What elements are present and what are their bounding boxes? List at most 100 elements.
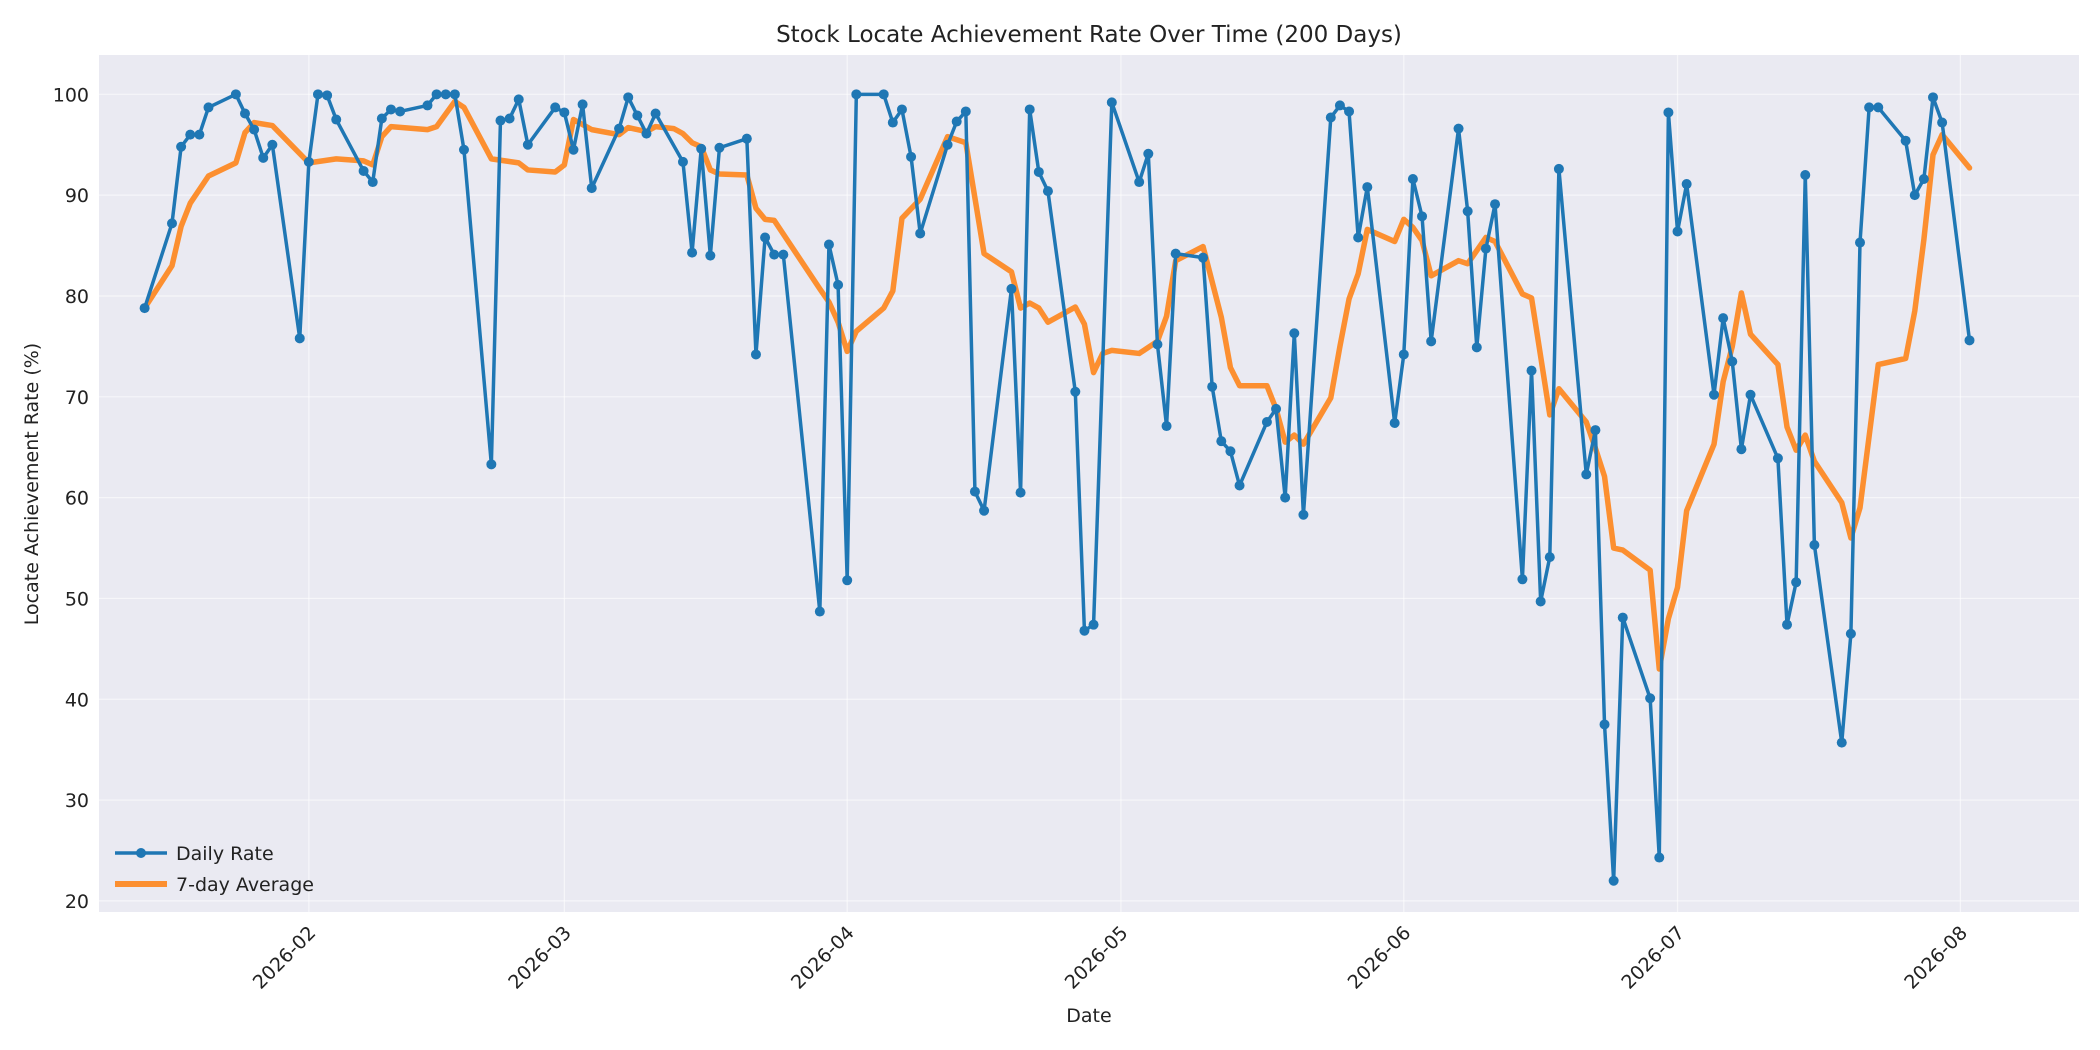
x-tick-label: 2026-02 [249,922,321,994]
plot-area [99,55,2079,912]
daily-point [833,279,844,290]
legend-label-average: 7-day Average [176,874,314,896]
daily-point [750,349,761,360]
daily-point [139,303,150,314]
daily-point [887,117,898,128]
daily-point [1900,135,1911,146]
daily-point [1079,625,1090,636]
daily-point [1106,97,1117,108]
daily-point [1353,232,1364,243]
daily-point [1271,403,1282,414]
daily-point [586,183,597,194]
daily-point [559,107,570,118]
daily-point [166,218,177,229]
daily-point [440,89,451,100]
daily-point [1800,169,1811,180]
daily-point [1681,179,1692,190]
daily-point [1033,166,1044,177]
daily-point [203,102,214,113]
chart-title: Stock Locate Achievement Rate Over Time … [776,22,1402,48]
x-tick-label: 2026-08 [1900,922,1972,994]
daily-point [550,102,561,113]
daily-point [1298,509,1309,520]
y-tick-label: 30 [65,790,89,812]
daily-point [1964,335,1975,346]
daily-point [367,177,378,188]
daily-point [878,89,889,100]
daily-point [513,94,524,105]
daily-point [677,156,688,167]
daily-point [458,144,469,155]
x-axis-ticks: 2026-02 2026-03 2026-04 2026-05 2026-06 2026-… [249,922,1972,994]
daily-point [1709,389,1720,400]
daily-point [1864,102,1875,113]
x-axis-label: Date [1066,1005,1111,1027]
daily-point [1928,92,1939,103]
daily-point [1909,190,1920,201]
daily-point [769,249,780,260]
daily-point [522,139,533,150]
avg-series-line [141,98,1973,672]
daily-point [741,133,752,144]
daily-point [376,113,387,124]
daily-point [1334,100,1345,111]
daily-point [1161,421,1172,432]
daily-point [1873,102,1884,113]
daily-point [650,108,661,119]
legend-label-daily: Daily Rate [176,843,274,865]
daily-point [1134,177,1145,188]
x-tick-label: 2026-06 [1344,922,1416,994]
daily-point [979,505,990,516]
daily-point [641,128,652,139]
x-tick-label: 2026-04 [787,922,859,994]
daily-point [1417,211,1428,222]
daily-point [322,90,333,101]
daily-point [969,486,980,497]
daily-point [239,108,250,119]
daily-point [1280,492,1291,503]
daily-point [696,143,707,154]
daily-point [1407,174,1418,185]
daily-point [1617,612,1628,623]
daily-point [1207,381,1218,392]
legend-marker-daily [136,848,146,858]
daily-point [568,144,579,155]
daily-point [842,575,853,586]
daily-point [823,239,834,250]
daily-point [1453,123,1464,134]
daily-point [1462,206,1473,217]
daily-point [705,250,716,261]
daily-point [1234,480,1245,491]
daily-point [303,156,314,167]
daily-point [331,114,342,125]
daily-point [486,459,497,470]
avg-series-layer [141,98,1973,672]
daily-point [915,228,926,239]
daily-point [1362,182,1373,193]
daily-point [1480,243,1491,254]
y-tick-label: 100 [53,84,89,106]
daily-point [1937,117,1948,128]
daily-point [814,606,825,617]
daily-point [1526,365,1537,376]
daily-point [851,89,862,100]
daily-point [1745,389,1756,400]
daily-point [951,116,962,127]
daily-point [896,104,907,115]
daily-point [1471,342,1482,353]
daily-point [1845,628,1856,639]
daily-point [1015,487,1026,498]
daily-point [1198,252,1209,263]
daily-point [249,124,260,135]
daily-point [942,139,953,150]
daily-point [504,113,515,124]
x-tick-label: 2026-05 [1061,922,1133,994]
daily-point [358,165,369,176]
daily-point [1344,106,1355,117]
daily-point [1170,248,1181,259]
grid-lines [99,55,2079,912]
daily-point [960,106,971,117]
daily-point [1225,446,1236,457]
daily-point [1809,540,1820,551]
daily-point [1544,552,1555,563]
